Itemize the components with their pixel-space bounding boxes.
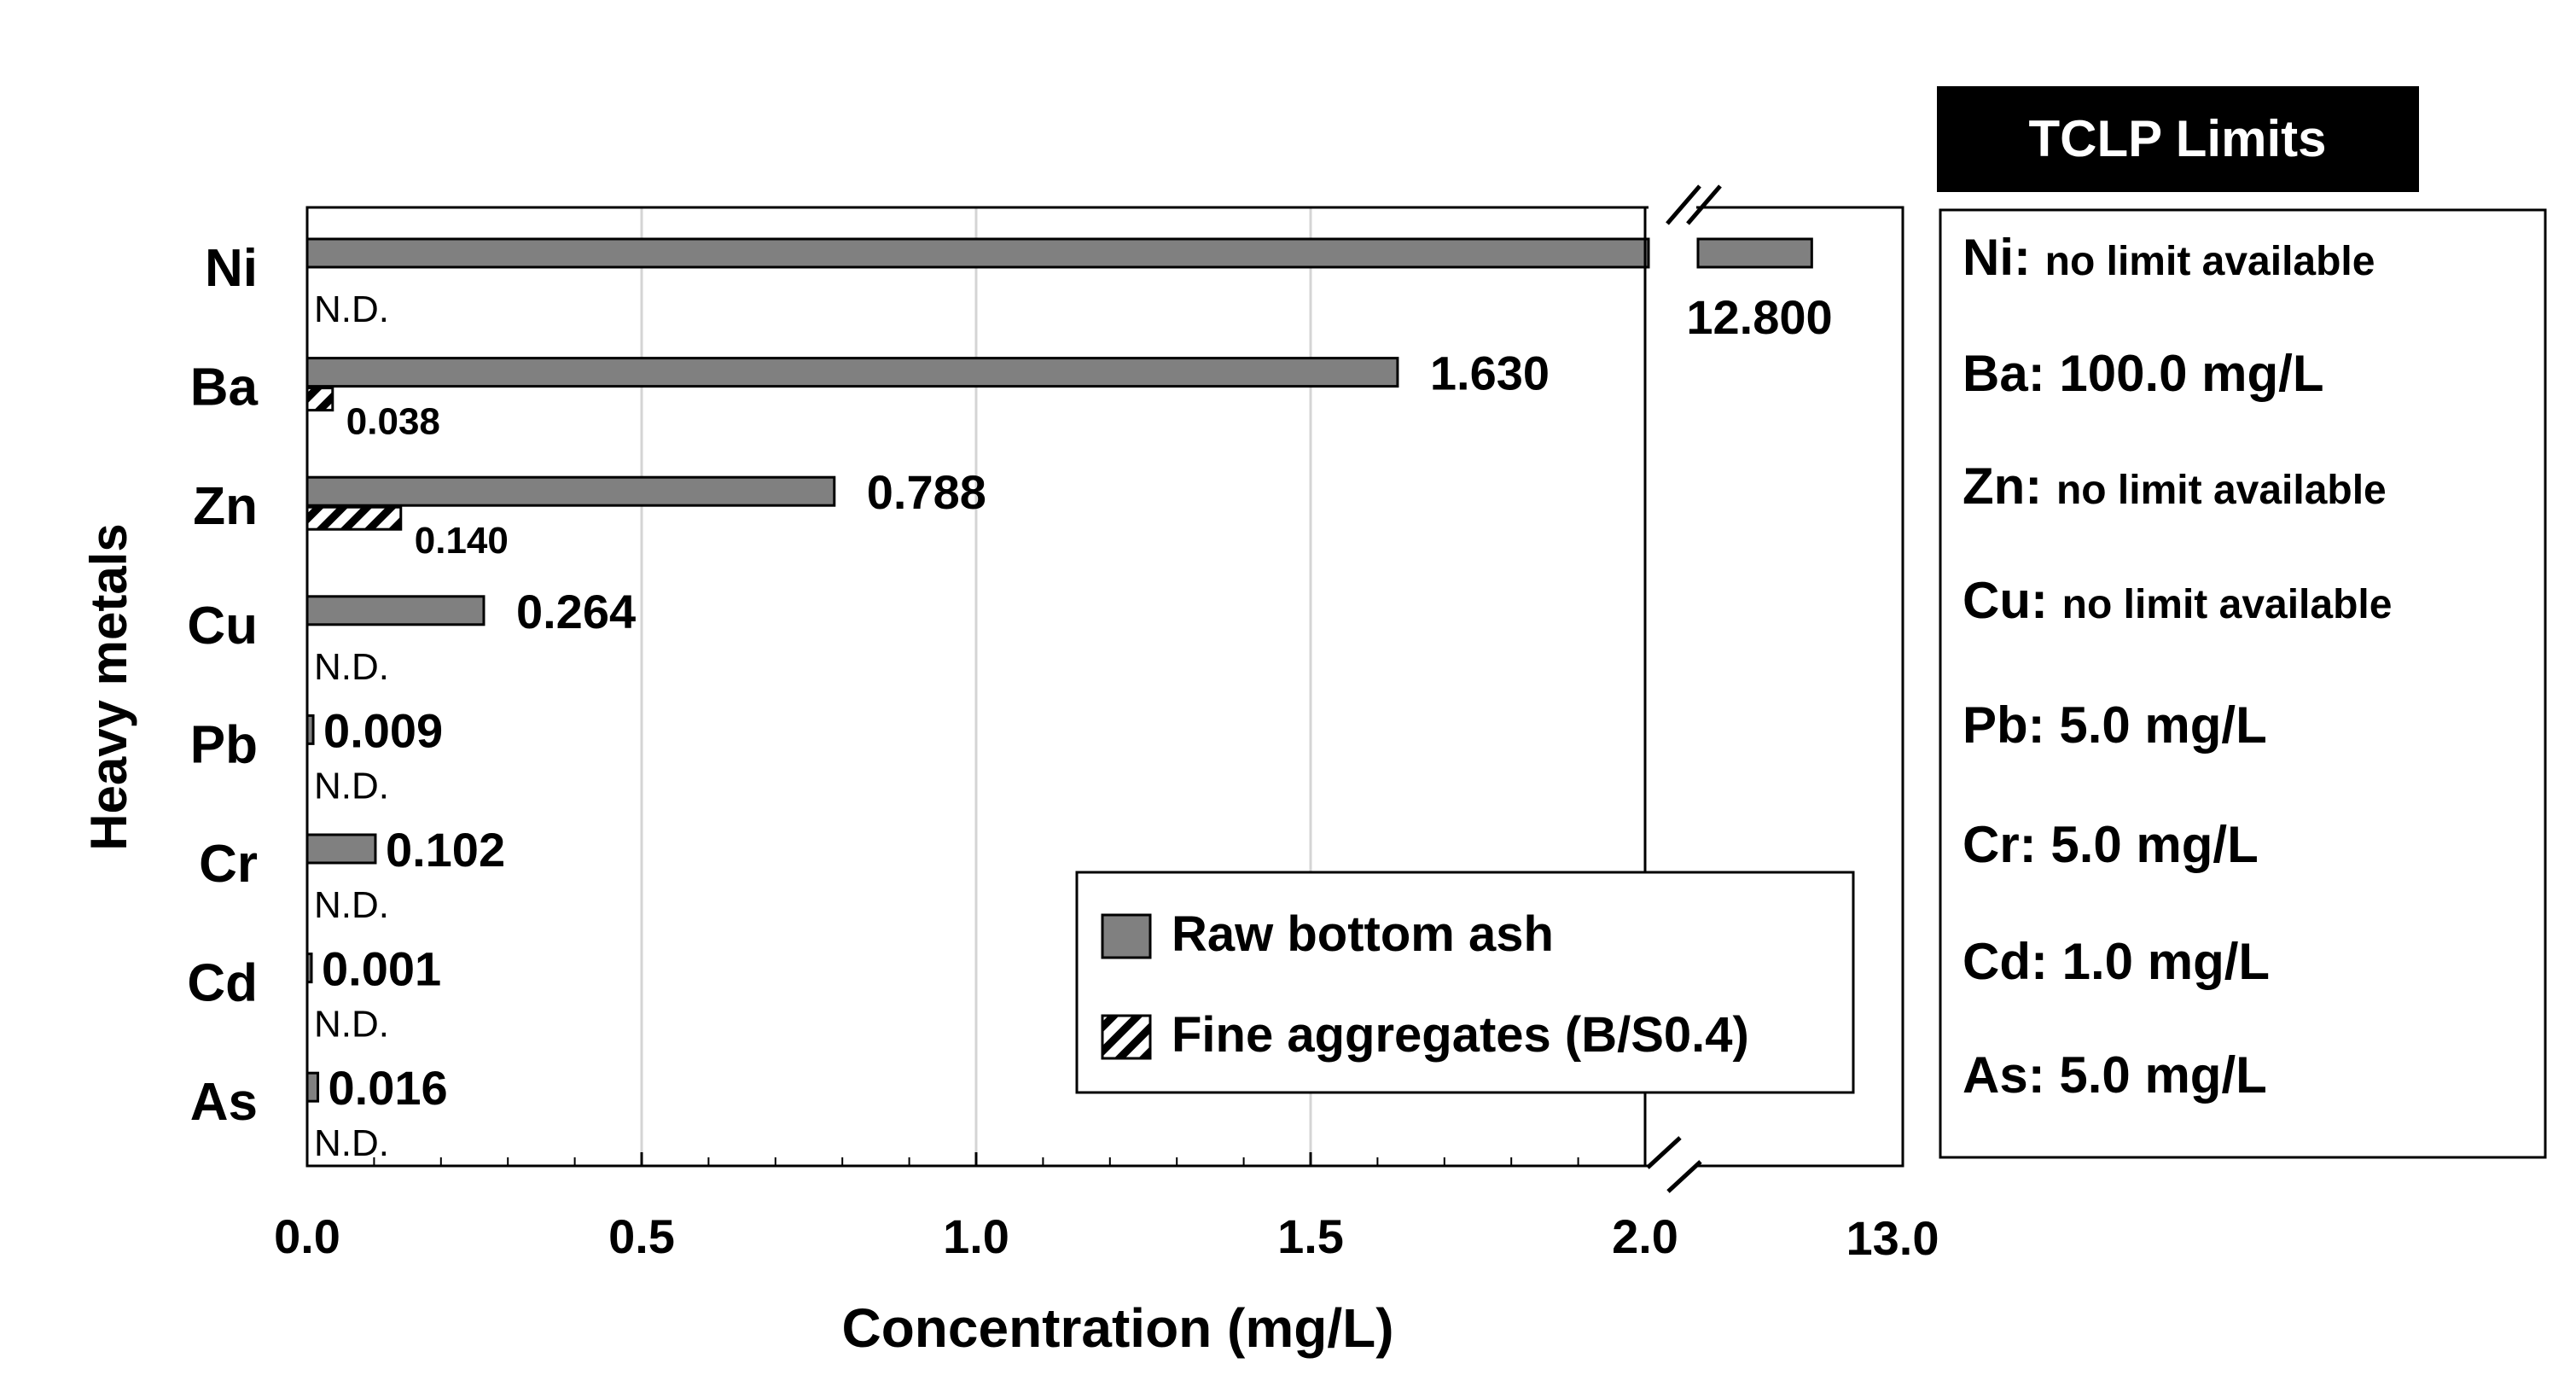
tclp-metal: Ba: — [1963, 345, 2059, 402]
data-label-nd: N.D. — [314, 646, 389, 688]
tclp-metal: Pb: — [1963, 696, 2059, 754]
x-axis-ticks: 0.0 0.5 1.0 1.5 2.0 13.0 — [274, 1152, 1939, 1265]
tclp-title: TCLP Limits — [2029, 110, 2327, 167]
tclp-limit: 1.0 mg/L — [2062, 933, 2270, 990]
bar-raw-bottom-ash — [305, 237, 1650, 269]
tclp-limit: 100.0 mg/L — [2059, 345, 2323, 402]
category-label: Ni — [205, 239, 258, 298]
tclp-limit: 5.0 mg/L — [2059, 1046, 2266, 1104]
data-label-raw: 12.800 — [1686, 290, 1832, 344]
data-label-raw: 1.630 — [1430, 347, 1550, 400]
data-label-raw: 0.264 — [516, 585, 636, 638]
bar-raw-bottom-ash — [305, 357, 1399, 388]
x-tick-label: 0.5 — [608, 1209, 675, 1263]
bar-fine-aggregates — [305, 505, 403, 531]
tclp-item: Cu: no limit available — [1963, 572, 2392, 629]
bar-raw-bottom-ash — [305, 595, 486, 626]
tclp-item: As: 5.0 mg/L — [1963, 1046, 2267, 1104]
legend-label-fine: Fine aggregates (B/S0.4) — [1172, 1007, 1749, 1063]
bar-raw-bottom-ash — [1696, 237, 1813, 269]
category-label: Zn — [193, 477, 258, 536]
tclp-metal: As: — [1963, 1046, 2059, 1104]
legend-swatch-raw — [1101, 913, 1152, 959]
category-label: Cu — [187, 597, 258, 655]
legend-label-raw: Raw bottom ash — [1172, 906, 1554, 962]
y-axis-title: Heavy metals — [80, 523, 137, 851]
tclp-metal: Cu: — [1963, 572, 2062, 629]
data-label-raw: 0.009 — [323, 703, 443, 757]
tclp-item: Cr: 5.0 mg/L — [1963, 816, 2259, 873]
legend-swatch-fine — [1101, 1014, 1152, 1060]
x-tick-label: 1.5 — [1277, 1209, 1344, 1263]
tclp-item: Pb: 5.0 mg/L — [1963, 696, 2267, 754]
data-label-fine: 0.038 — [346, 401, 440, 443]
data-label-nd: N.D. — [314, 884, 389, 926]
tclp-metal: Cd: — [1963, 933, 2062, 990]
data-label-nd: N.D. — [314, 1004, 389, 1046]
tclp-limit: 5.0 mg/L — [2059, 696, 2266, 754]
bars — [305, 237, 1813, 1103]
x-tick-label: 0.0 — [274, 1209, 340, 1263]
data-label-raw: 0.001 — [322, 942, 441, 996]
x-tick-label: 2.0 — [1612, 1209, 1678, 1263]
tclp-title-box — [1937, 86, 2419, 192]
tclp-list-box — [1939, 208, 2547, 1159]
tclp-metal: Ni: — [1963, 229, 2045, 286]
tclp-limit: no limit available — [2056, 468, 2387, 513]
legend: Raw bottom ash Fine aggregates (B/S0.4) — [1075, 871, 1855, 1094]
tclp-limit: no limit available — [2045, 239, 2375, 284]
bar-fine-aggregates — [305, 387, 334, 412]
axis-break-gap-bottom — [1649, 1158, 1696, 1172]
legend-frame — [1075, 871, 1855, 1094]
tclp-item: Cd: 1.0 mg/L — [1963, 933, 2270, 990]
axis-break-gap-top — [1649, 201, 1696, 215]
data-label-nd: N.D. — [314, 288, 389, 330]
tclp-metal: Cr: — [1963, 816, 2050, 873]
tclp-item: Ba: 100.0 mg/L — [1963, 345, 2324, 402]
tclp-panel: TCLP Limits Ni: no limit available Ba: 10… — [1937, 86, 2547, 1159]
x-tick-label: 13.0 — [1846, 1211, 1939, 1265]
x-tick-label: 1.0 — [943, 1209, 1009, 1263]
axis-break-line — [1646, 1136, 1682, 1169]
bar-raw-bottom-ash — [305, 833, 377, 865]
tclp-item: Ni: no limit available — [1963, 229, 2375, 286]
bar-raw-bottom-ash — [305, 1071, 320, 1103]
category-label: Pb — [190, 715, 258, 774]
data-label-raw: 0.102 — [386, 823, 505, 877]
x-axis-title: Concentration (mg/L) — [841, 1297, 1393, 1359]
category-label: Cr — [199, 835, 258, 894]
category-label: As — [190, 1073, 258, 1132]
data-label-nd: N.D. — [314, 1122, 389, 1164]
axis-break-line — [1666, 184, 1701, 225]
axis-break-line — [1666, 1160, 1702, 1193]
tclp-limit: no limit available — [2062, 582, 2393, 627]
data-label-fine: 0.140 — [415, 520, 509, 562]
tclp-item: Zn: no limit available — [1963, 457, 2387, 515]
tclp-metal: Zn: — [1963, 457, 2056, 515]
tclp-items: Ni: no limit available Ba: 100.0 mg/L Zn: … — [1963, 229, 2392, 1104]
broken-plot-border — [1643, 206, 1904, 1168]
data-label-nd: N.D. — [314, 765, 389, 807]
bar-raw-bottom-ash — [305, 475, 836, 507]
data-label-raw: 0.016 — [329, 1061, 448, 1115]
category-label: Cd — [187, 954, 258, 1013]
tclp-limit: 5.0 mg/L — [2050, 816, 2258, 873]
axis-break-line — [1686, 184, 1722, 225]
data-label-raw: 0.788 — [867, 465, 986, 519]
category-label: Ba — [190, 358, 259, 417]
data-labels: Ni 12.800 N.D. Ba 1.630 0.038 Zn 0.788 0.140 Cu 0.… — [187, 239, 1832, 1164]
